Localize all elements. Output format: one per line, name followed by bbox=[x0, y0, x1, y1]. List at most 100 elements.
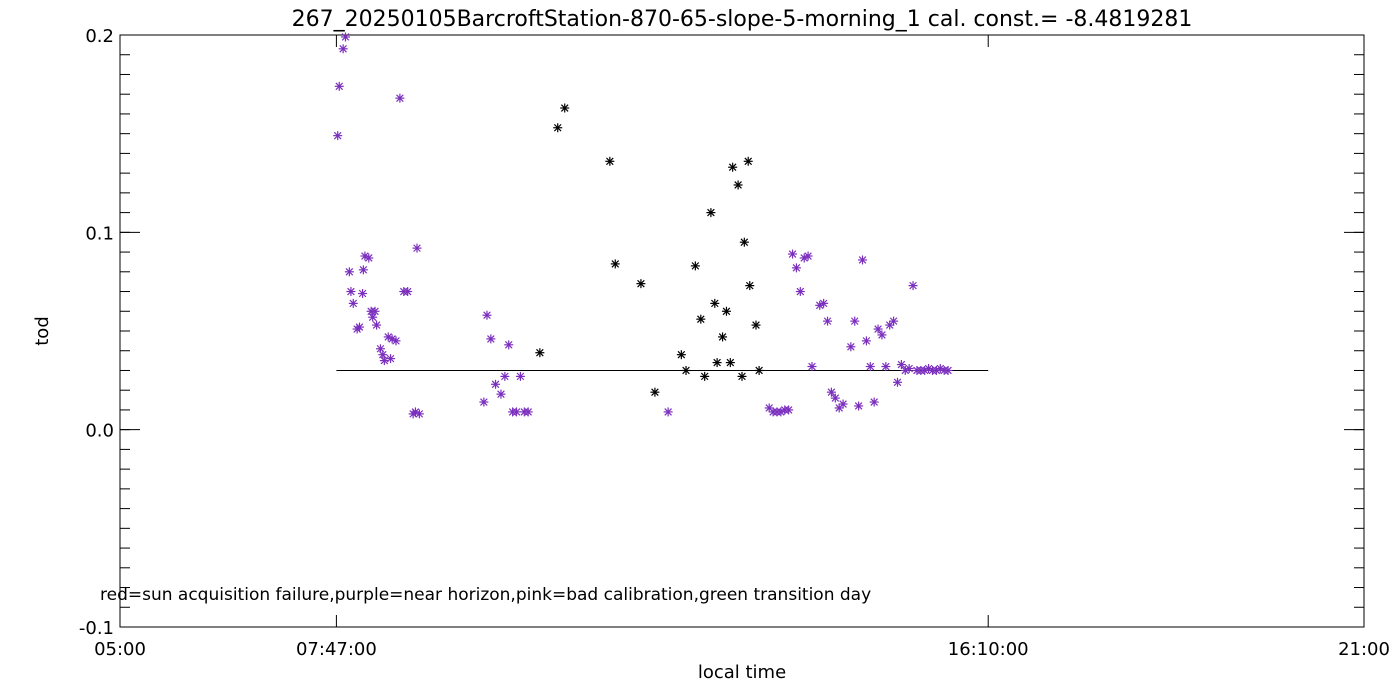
x-tick-label: 07:47:00 bbox=[296, 639, 377, 660]
data-point bbox=[893, 377, 902, 387]
data-point bbox=[383, 332, 393, 342]
data-point bbox=[712, 358, 722, 368]
data-point bbox=[721, 306, 731, 316]
point-stroke bbox=[744, 157, 753, 166]
point-stroke bbox=[497, 390, 505, 398]
data-point bbox=[728, 162, 738, 172]
point-stroke bbox=[403, 287, 412, 296]
point-stroke bbox=[726, 358, 735, 367]
data-point bbox=[737, 371, 747, 381]
data-point bbox=[858, 255, 868, 265]
point-stroke bbox=[553, 123, 562, 132]
point-stroke bbox=[378, 350, 387, 359]
point-stroke bbox=[718, 333, 727, 341]
data-point bbox=[515, 371, 525, 381]
point-stroke bbox=[388, 335, 396, 343]
data-point bbox=[908, 281, 918, 291]
point-stroke bbox=[376, 344, 385, 353]
data-point bbox=[881, 362, 891, 372]
point-stroke bbox=[752, 321, 760, 329]
point-stroke bbox=[784, 406, 793, 414]
data-point bbox=[807, 362, 817, 372]
point-stroke bbox=[682, 366, 690, 375]
point-stroke bbox=[365, 254, 373, 262]
point-stroke bbox=[512, 408, 521, 416]
point-stroke bbox=[347, 287, 355, 296]
data-point bbox=[482, 310, 492, 320]
point-stroke bbox=[480, 398, 488, 406]
data-point bbox=[650, 387, 660, 397]
data-point bbox=[681, 365, 691, 375]
data-point bbox=[745, 281, 755, 291]
point-stroke bbox=[924, 364, 933, 373]
data-point bbox=[486, 334, 496, 344]
point-stroke bbox=[755, 366, 763, 375]
data-point bbox=[395, 93, 405, 103]
data-point bbox=[696, 314, 706, 324]
data-point bbox=[846, 342, 856, 352]
point-stroke bbox=[413, 244, 421, 252]
point-stroke bbox=[335, 82, 344, 91]
point-stroke bbox=[850, 317, 859, 325]
x-tick-label: 05:00 bbox=[94, 639, 146, 660]
point-stroke bbox=[371, 307, 379, 316]
y-tick-label: 0.2 bbox=[85, 26, 114, 47]
data-point bbox=[560, 103, 570, 113]
data-point bbox=[690, 261, 700, 271]
data-point bbox=[348, 298, 358, 308]
data-point bbox=[412, 243, 422, 253]
point-stroke bbox=[804, 252, 812, 260]
point-stroke bbox=[491, 380, 500, 389]
point-stroke bbox=[823, 317, 832, 325]
point-stroke bbox=[870, 398, 878, 406]
point-stroke bbox=[384, 333, 393, 341]
point-stroke bbox=[606, 157, 614, 166]
point-stroke bbox=[333, 131, 342, 140]
point-stroke bbox=[677, 350, 686, 359]
y-axis-ticks: -0.1 0.0 0.1 0.2 bbox=[79, 26, 1364, 639]
point-stroke bbox=[740, 238, 749, 246]
point-stroke bbox=[905, 364, 913, 373]
point-stroke bbox=[637, 279, 645, 288]
data-point bbox=[358, 265, 368, 275]
data-point bbox=[869, 397, 879, 407]
point-stroke bbox=[691, 262, 700, 270]
data-point bbox=[334, 81, 344, 91]
point-stroke bbox=[611, 260, 620, 268]
x-axis-label: local time bbox=[698, 662, 786, 683]
point-stroke bbox=[893, 378, 902, 387]
data-point bbox=[700, 371, 710, 381]
y-tick-label: 0.1 bbox=[85, 223, 114, 244]
point-stroke bbox=[710, 299, 719, 308]
point-stroke bbox=[396, 94, 404, 102]
data-point bbox=[826, 387, 836, 397]
point-stroke bbox=[944, 366, 952, 375]
data-point bbox=[854, 401, 864, 411]
point-stroke bbox=[386, 354, 395, 363]
data-point bbox=[553, 123, 563, 133]
point-stroke bbox=[745, 281, 754, 290]
point-stroke bbox=[728, 163, 737, 172]
data-point bbox=[743, 156, 753, 166]
point-stroke bbox=[361, 252, 369, 260]
point-stroke bbox=[831, 394, 840, 402]
data-point bbox=[360, 251, 370, 261]
point-stroke bbox=[504, 341, 513, 349]
data-point bbox=[379, 356, 389, 366]
x-tick-label: 16:10:00 bbox=[948, 639, 1029, 660]
y-tick-label: 0.0 bbox=[85, 421, 114, 442]
data-point bbox=[725, 358, 735, 368]
point-stroke bbox=[501, 372, 509, 381]
point-stroke bbox=[936, 364, 945, 373]
data-point bbox=[500, 371, 510, 381]
data-point bbox=[819, 298, 829, 308]
point-stroke bbox=[707, 208, 715, 217]
y-tick-label: -0.1 bbox=[79, 618, 114, 639]
x-axis-ticks: 05:00 07:47:00 16:10:00 21:00 bbox=[94, 35, 1390, 660]
data-point bbox=[904, 363, 914, 373]
point-stroke bbox=[734, 181, 742, 189]
point-stroke bbox=[866, 362, 875, 371]
data-point bbox=[791, 263, 801, 273]
data-point bbox=[784, 405, 794, 415]
point-stroke bbox=[796, 287, 805, 296]
